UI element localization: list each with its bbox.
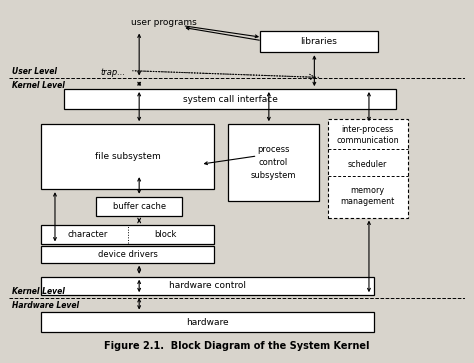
Text: file subsystem: file subsystem — [95, 152, 161, 161]
Bar — [260, 30, 378, 52]
Text: block: block — [155, 230, 177, 239]
Text: Kernel Level: Kernel Level — [12, 81, 64, 90]
Text: user programs: user programs — [131, 18, 197, 27]
Text: device drivers: device drivers — [98, 250, 158, 259]
Bar — [64, 89, 396, 109]
Text: hardware control: hardware control — [169, 281, 246, 290]
Text: trap...: trap... — [100, 68, 126, 77]
Bar — [328, 119, 408, 218]
Bar — [228, 124, 319, 201]
Text: Hardware Level: Hardware Level — [12, 301, 79, 310]
Text: memory
management: memory management — [340, 186, 395, 206]
Text: libraries: libraries — [301, 37, 337, 46]
Text: character: character — [68, 230, 108, 239]
Bar — [41, 124, 214, 189]
Text: User Level: User Level — [12, 68, 57, 76]
Bar — [41, 225, 214, 244]
Text: system call interface: system call interface — [183, 95, 278, 103]
Bar — [96, 197, 182, 216]
Bar — [41, 246, 214, 263]
Text: Figure 2.1.  Block Diagram of the System Kernel: Figure 2.1. Block Diagram of the System … — [104, 341, 370, 351]
Text: hardware: hardware — [186, 318, 229, 327]
Bar — [41, 277, 374, 295]
Text: buffer cache: buffer cache — [113, 202, 166, 211]
Text: Kernel Level: Kernel Level — [12, 287, 64, 296]
Text: process
control
subsystem: process control subsystem — [251, 145, 296, 180]
Bar — [41, 313, 374, 332]
Text: scheduler: scheduler — [348, 160, 387, 169]
Text: inter-process
communication: inter-process communication — [336, 125, 399, 145]
